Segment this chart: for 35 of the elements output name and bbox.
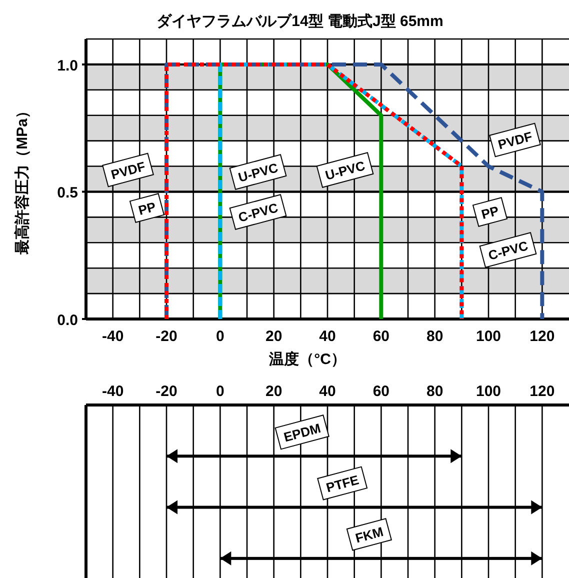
text: C-PVC (486, 238, 530, 263)
x-tick-label: 0 (216, 328, 224, 345)
text: PP (136, 198, 158, 218)
x-axis-title: 温度（°C） (268, 350, 346, 368)
x-tick-label: 80 (426, 383, 444, 400)
text: U-PVC (324, 158, 368, 183)
x-tick-label: 20 (265, 328, 282, 345)
x-tick-label: 0 (216, 383, 224, 400)
chart-title: ダイヤフラムバルブ14型 電動式J型 65mm (156, 13, 444, 30)
text: U-PVC (236, 160, 280, 185)
y-tick-label: 0.0 (57, 312, 78, 329)
x-tick-label: 40 (319, 383, 336, 400)
x-tick-label: 80 (426, 328, 444, 345)
x-tick-label: 120 (530, 383, 555, 400)
x-tick-label: 120 (530, 328, 555, 345)
y-tick-label: 0.5 (57, 184, 78, 202)
y-tick-label: 1.0 (57, 57, 78, 74)
y-axis-title: 最高許容圧力（MPa） (13, 104, 31, 256)
y-tick-label: PTFE (324, 472, 361, 496)
x-tick-label: -40 (102, 328, 124, 345)
x-tick-label: 40 (319, 328, 336, 345)
text: PP (480, 202, 500, 222)
x-tick-label: 60 (372, 328, 390, 345)
x-tick-label: 100 (476, 383, 502, 400)
x-tick-label: -40 (102, 383, 124, 400)
x-tick-label: -20 (156, 383, 178, 400)
x-tick-label: 20 (265, 383, 282, 400)
x-tick-label: -20 (156, 328, 178, 345)
y-tick-label: FKM (354, 524, 385, 546)
text: PVDF (496, 128, 534, 152)
x-tick-label: 60 (372, 383, 390, 400)
y-tick-label: EPDM (282, 420, 322, 445)
text: PVDF (109, 158, 147, 182)
text: C-PVC (236, 200, 280, 225)
x-tick-label: 100 (476, 328, 502, 345)
